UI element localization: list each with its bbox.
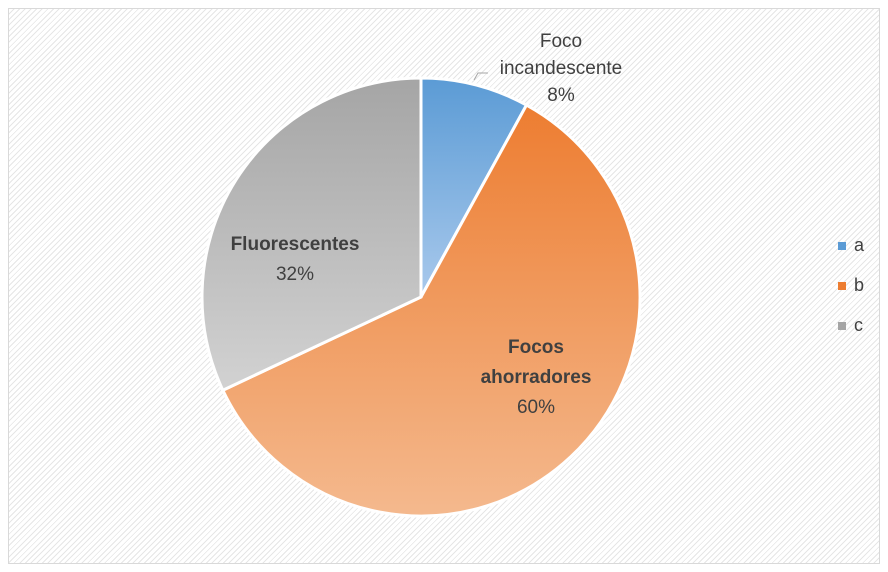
legend-item-b: b — [838, 275, 864, 295]
pie-slice-a — [419, 76, 529, 298]
data-label-percent: 8% — [547, 85, 575, 106]
data-label-name-line: Foco — [540, 31, 582, 52]
data-label-b: Focos ahorradores 60% — [481, 337, 592, 418]
pie-slice-b — [220, 103, 642, 518]
data-label-name-line: Focos — [508, 337, 564, 358]
data-label-name-line: ahorradores — [481, 367, 592, 388]
legend-swatch — [838, 322, 846, 330]
legend-label: a — [854, 235, 865, 255]
legend-label: c — [854, 315, 863, 335]
data-label-name-line: incandescente — [500, 58, 623, 79]
legend-item-a: a — [838, 235, 865, 255]
legend-item-c: c — [838, 315, 863, 335]
label-leader-line — [473, 72, 488, 81]
data-label-name-line: Fluorescentes — [231, 234, 360, 255]
legend-swatch — [838, 242, 846, 250]
pie-slice-c — [200, 76, 423, 393]
data-label-percent: 32% — [276, 264, 314, 285]
data-label-percent: 60% — [517, 397, 555, 418]
data-label-a: Foco incandescente 8% — [500, 31, 623, 106]
legend-swatch — [838, 282, 846, 290]
legend-label: b — [854, 275, 864, 295]
data-label-c: Fluorescentes 32% — [231, 234, 360, 285]
